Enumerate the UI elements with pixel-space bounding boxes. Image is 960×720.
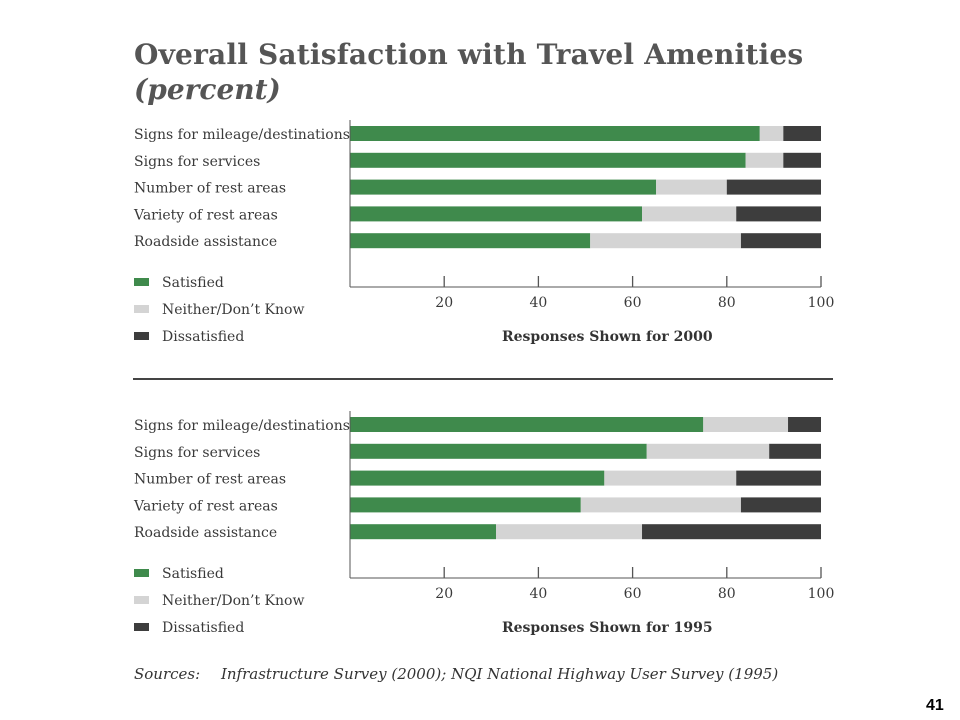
legend-swatch-neither (134, 305, 149, 313)
bar-satisfied (350, 179, 657, 195)
bar-satisfied (350, 443, 647, 459)
bar-dissatisfied (740, 233, 821, 249)
chart-subtitle: (percent) (134, 73, 281, 106)
chart-title: Overall Satisfaction with Travel Ameniti… (134, 38, 804, 71)
chart-1995: Signs for mileage/destinations Signs for … (133, 411, 835, 636)
x-tick-label: 60 (624, 295, 642, 311)
sources-label: Sources: (134, 665, 201, 683)
bar-satisfied (350, 417, 704, 432)
x-tick-label: 20 (435, 295, 453, 311)
bar-satisfied (350, 233, 591, 249)
bar-neither (496, 524, 643, 540)
bar-neither (646, 443, 770, 459)
legend-swatch-satisfied (134, 278, 149, 286)
category-label: Roadside assistance (134, 234, 277, 250)
legend-swatch-neither (134, 596, 149, 604)
x-tick-label: 20 (435, 586, 453, 602)
sources-note: Sources: Infrastructure Survey (2000); N… (134, 665, 778, 683)
category-label: Signs for services (134, 154, 260, 170)
bar-satisfied (350, 524, 497, 540)
legend-swatch-satisfied (134, 569, 149, 577)
bar-dissatisfied (740, 497, 821, 513)
legend-label: Dissatisfied (162, 329, 244, 345)
legend-label: Satisfied (162, 566, 224, 582)
bar-neither (745, 152, 784, 168)
category-label: Signs for services (134, 445, 260, 461)
bar-neither (580, 497, 741, 513)
bar-dissatisfied (769, 443, 821, 459)
x-tick-label: 100 (808, 586, 835, 602)
section-divider (133, 378, 833, 380)
bar-satisfied (350, 126, 760, 141)
category-label: Number of rest areas (134, 181, 286, 197)
legend-swatch-dissatisfied (134, 623, 149, 631)
category-label: Variety of rest areas (133, 498, 278, 514)
x-tick-label: 40 (529, 295, 547, 311)
bar-satisfied (350, 497, 581, 513)
chart-2000: Signs for mileage/destinations Signs for … (133, 120, 835, 345)
bar-dissatisfied (726, 179, 821, 195)
x-tick-label: 80 (718, 586, 736, 602)
category-label: Roadside assistance (134, 525, 277, 541)
legend-label: Dissatisfied (162, 620, 244, 636)
bar-dissatisfied (736, 470, 821, 486)
bar-dissatisfied (788, 417, 821, 432)
category-label: Signs for mileage/destinations (134, 418, 350, 434)
bar-dissatisfied (736, 206, 821, 222)
bar-satisfied (350, 152, 746, 168)
chart-caption: Responses Shown for 2000 (502, 329, 713, 345)
bar-neither (703, 417, 789, 432)
chart-caption: Responses Shown for 1995 (502, 620, 713, 636)
bar-neither (759, 126, 784, 141)
category-label: Number of rest areas (134, 472, 286, 488)
x-tick-label: 60 (624, 586, 642, 602)
x-tick-label: 40 (529, 586, 547, 602)
legend-label: Satisfied (162, 275, 224, 291)
x-tick-label: 80 (718, 295, 736, 311)
bar-satisfied (350, 470, 605, 486)
category-label: Signs for mileage/destinations (134, 127, 350, 143)
legend-label: Neither/Don’t Know (162, 593, 304, 609)
category-label: Variety of rest areas (133, 207, 278, 223)
legend-label: Neither/Don’t Know (162, 302, 304, 318)
bar-neither (656, 179, 727, 195)
bar-dissatisfied (783, 152, 821, 168)
bar-dissatisfied (783, 126, 821, 141)
bar-dissatisfied (642, 524, 821, 540)
bar-neither (642, 206, 737, 222)
page-number: 41 (926, 697, 944, 714)
sources-text: Infrastructure Survey (2000); NQI Nation… (220, 665, 779, 683)
bar-satisfied (350, 206, 643, 222)
legend-swatch-dissatisfied (134, 332, 149, 340)
bar-neither (590, 233, 741, 249)
bar-neither (604, 470, 737, 486)
x-tick-label: 100 (808, 295, 835, 311)
